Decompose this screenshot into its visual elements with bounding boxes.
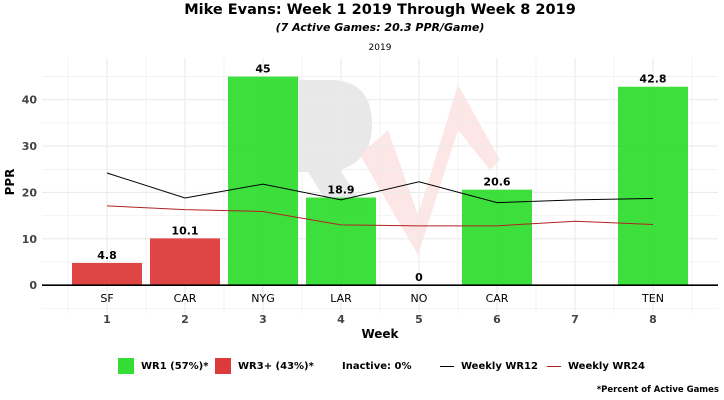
x-opponent-label: CAR [174, 292, 197, 305]
bar-week-4 [306, 197, 376, 286]
bar-week-1 [72, 262, 142, 286]
y-tick-label: 40 [22, 94, 38, 107]
bar-week-6 [462, 189, 532, 286]
legend-wr3: WR3+ (43%)* [215, 357, 314, 375]
x-tick-label: 7 [571, 313, 579, 326]
bar-label-week-4: 18.9 [327, 184, 354, 197]
x-tick-label: 1 [103, 313, 111, 326]
x-opponent-label: NO [411, 292, 428, 305]
legend-wr24: Weekly WR24 [547, 357, 645, 375]
footnote: *Percent of Active Games [596, 385, 719, 395]
legend-wr1: WR1 (57%)* [118, 357, 208, 375]
x-tick-label: 3 [259, 313, 267, 326]
bars [72, 76, 688, 286]
axes: 0 10 20 30 40 SF CAR NYG LAR NO CAR TEN 1 2 3 4 5 6 7 8 [22, 94, 718, 326]
bar-labels: 4.8 10.1 45 18.9 0 20.6 42.8 [97, 63, 666, 285]
y-tick-label: 10 [22, 233, 38, 246]
x-tick-label: 6 [493, 313, 501, 326]
legend: WR1 (57%)* WR3+ (43%)* Inactive: 0% Week… [0, 357, 724, 375]
legend-wr3-swatch [215, 358, 231, 374]
legend-wr12: Weekly WR12 [440, 357, 538, 375]
series-line-wr24 [106, 205, 654, 227]
y-axis-title: PPR [3, 169, 17, 196]
y-tick-label: 30 [22, 140, 38, 153]
x-opponent-label: SF [100, 292, 113, 305]
legend-inactive: Inactive: 0% [342, 357, 411, 375]
x-opponent-label: LAR [330, 292, 352, 305]
bar-week-3 [228, 76, 298, 286]
x-tick-label: 2 [181, 313, 189, 326]
legend-wr12-line [440, 365, 454, 367]
x-tick-label: 8 [649, 313, 657, 326]
x-axis-title: Week [361, 327, 399, 341]
bar-label-week-3: 45 [255, 63, 270, 76]
bar-label-week-2: 10.1 [171, 224, 198, 237]
x-opponent-label: TEN [641, 292, 664, 305]
chart-title: Mike Evans: Week 1 2019 Through Week 8 2… [184, 2, 576, 18]
y-tick-label: 20 [22, 186, 38, 199]
x-opponent-label: CAR [486, 292, 509, 305]
x-opponent-label: NYG [251, 292, 274, 305]
chart-subtitle: (7 Active Games: 20.3 PPR/Game) [275, 21, 485, 34]
bar-week-2 [150, 238, 220, 286]
x-tick-label: 4 [337, 313, 345, 326]
legend-inactive-label: Inactive: 0% [342, 360, 412, 372]
legend-wr1-label: WR1 (57%)* [141, 360, 209, 372]
legend-wr3-label: WR3+ (43%)* [238, 360, 314, 372]
y-tick-label: 0 [29, 279, 37, 292]
legend-wr1-swatch [118, 358, 134, 374]
bar-label-week-8: 42.8 [639, 73, 666, 86]
bar-label-week-1: 4.8 [97, 249, 117, 262]
season-label: 2019 [368, 43, 392, 53]
legend-wr12-label: Weekly WR12 [461, 360, 538, 372]
lines [106, 172, 654, 227]
legend-wr24-line [547, 365, 561, 367]
legend-wr24-label: Weekly WR24 [568, 360, 645, 372]
series-line-wr12 [106, 172, 654, 204]
bar-label-week-6: 20.6 [483, 176, 510, 189]
x-tick-label: 5 [415, 313, 423, 326]
grid [42, 58, 718, 313]
bar-week-8 [618, 86, 688, 286]
bar-label-week-5: 0 [415, 271, 423, 284]
